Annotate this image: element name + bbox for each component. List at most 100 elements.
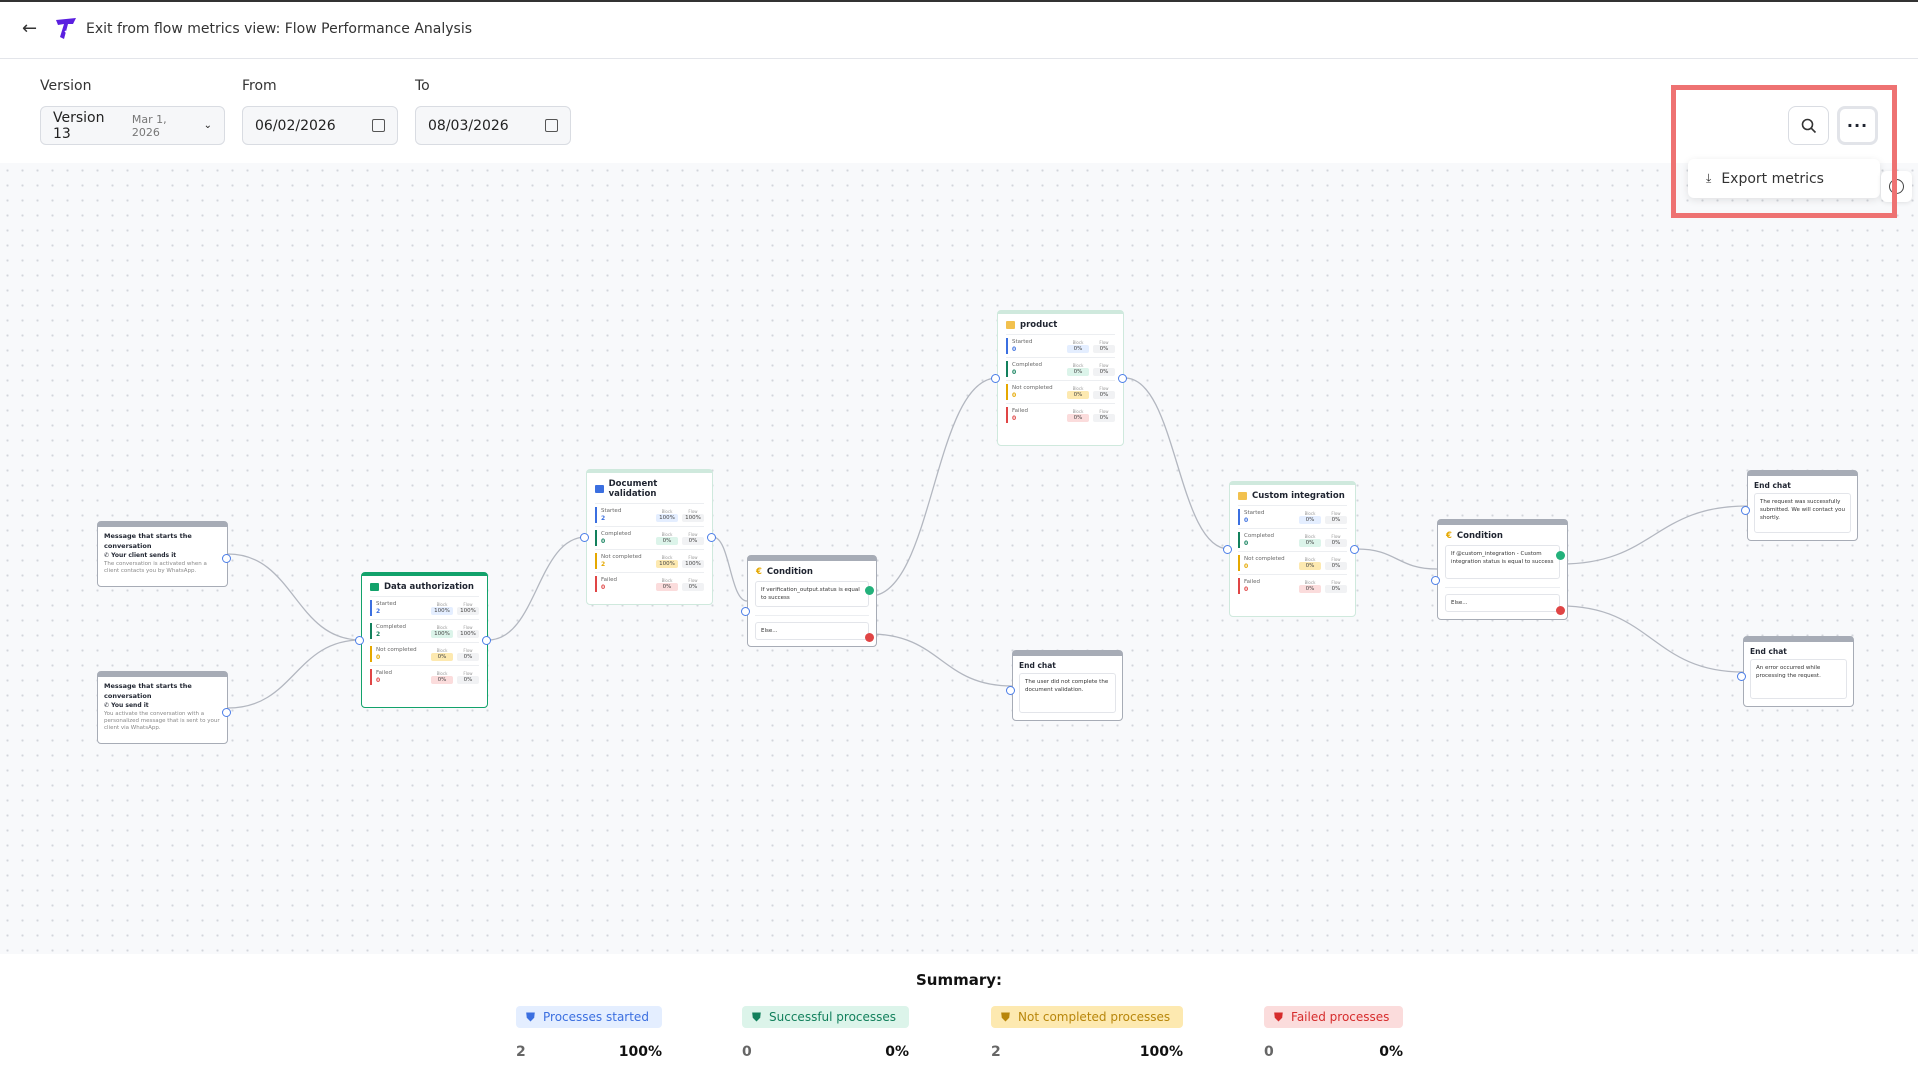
metric-name: Not completed [1012,385,1053,391]
condition-rule[interactable]: If @custom_integration - Custom integrat… [1445,545,1560,579]
node-title-text: product [1020,320,1058,330]
divider [755,615,869,616]
metric-count: 0 [601,584,606,591]
to-date-input[interactable]: 08/03/2026 [415,106,571,145]
status-bar [370,623,372,639]
status-bar [1238,555,1240,571]
metric-count: 2 [376,631,381,638]
else-output-icon[interactable] [865,633,874,642]
connection-handle[interactable] [991,374,1000,383]
doc-val-node[interactable]: Document validation Started 2 Block 100% Flow… [580,469,716,605]
block-percent: 0% [431,652,453,661]
metric-row-not_completed: Not completed 0 Block 0% Flow 0% [1238,551,1347,574]
calendar-icon[interactable] [372,119,385,132]
else-rule[interactable]: Else... [1445,594,1560,612]
end-message: An error occurred while processing the r… [1750,659,1847,699]
metric-row-not_completed: Not completed 2 Block 100% Flow 100% [595,549,704,572]
connection-handle[interactable] [1006,686,1015,695]
connection-handle[interactable] [222,708,231,717]
version-label: Version [40,78,92,94]
metric-count: 0 [376,677,381,684]
from-date-input[interactable]: 06/02/2026 [242,106,398,145]
flow-canvas[interactable] [0,163,1918,954]
node-title: € Condition [1438,525,1567,545]
metric-name: Started [601,508,622,514]
connection-handle[interactable] [1431,575,1440,585]
end-message: The request was successfully submitted. … [1754,493,1851,533]
block-label: Block [661,531,673,537]
status-bar [1238,509,1240,525]
node-title-text: Custom integration [1252,491,1345,501]
arrow-left-icon[interactable]: ← [22,18,38,39]
metric-count: 0 [376,654,381,661]
metric-flow: Flow 0% [1093,409,1115,422]
metric-row-started: Started 0 Block 0% Flow 0% [1238,505,1347,528]
metric-label: Not completed 0 [1244,555,1295,571]
connection-handle[interactable] [482,636,491,645]
connection-handle[interactable] [580,533,589,542]
flow-label: Flow [1331,533,1341,539]
msg2-node[interactable]: Message that starts the conversation ✆ Yo… [97,671,231,744]
summary-badge: ⛊ Successful processes [742,1006,909,1028]
condition-icon: € [756,567,762,577]
node-title: Custom integration [1230,485,1355,505]
node-title: End chat [1754,481,1791,490]
block-percent: 0% [1067,367,1089,376]
metric-name: Not completed [1244,556,1285,562]
connection-handle[interactable] [741,607,750,616]
custom-node[interactable]: Custom integration Started 0 Block 0% Flow 0% C… [1223,481,1359,617]
block-label: Block [1304,533,1316,539]
chevron-down-icon: ⌄ [203,120,212,131]
metric-row-completed: Completed 0 Block 0% Flow 0% [595,526,704,549]
version-select[interactable]: Version 13 Mar 1, 2026 ⌄ [40,106,225,145]
metric-name: Not completed [376,647,417,653]
data-auth-node[interactable]: Data authorization Started 2 Block 100% Flow 1… [355,572,491,708]
summary-percent: 100% [1139,1044,1183,1060]
metric-name: Completed [1012,362,1042,368]
metric-label: Not completed 0 [1012,384,1063,400]
whatsapp-icon: ✆ [104,552,112,559]
metric-flow: Flow 0% [1325,534,1347,547]
badge-label: Not completed processes [1018,1010,1171,1024]
flow-label: Flow [688,554,698,560]
metric-name: Started [1012,339,1033,345]
connection-handle[interactable] [707,533,716,542]
product-node[interactable]: product Started 0 Block 0% Flow 0% Completed 0 Bl… [991,310,1127,446]
connection-handle[interactable] [1350,545,1359,554]
condition-rule[interactable]: If verification_output.status is equal t… [755,581,869,607]
block-label: Block [1072,339,1084,345]
metric-row-started: Started 0 Block 0% Flow 0% [1006,334,1115,357]
metric-label: Started 2 [601,507,652,523]
exit-flow-metrics-link[interactable]: Exit from flow metrics view: Flow Perfor… [86,21,472,37]
end3-node[interactable]: End chat An error occurred while processi… [1737,636,1854,707]
metric-label: Completed 0 [1244,532,1295,548]
else-output-icon[interactable] [1556,606,1565,615]
connection-handle[interactable] [1118,374,1127,383]
connection-handle[interactable] [1737,672,1746,681]
end-message: The user did not complete the document v… [1019,673,1116,713]
search-button[interactable] [1788,106,1829,145]
end1-node[interactable]: End chat The user did not complete the do… [1006,650,1123,721]
msg1-node[interactable]: Message that starts the conversation ✆ Yo… [97,521,231,587]
cond2-node[interactable]: € Condition If @custom_integration - Custo… [1431,519,1568,620]
end2-node[interactable]: End chat The request was successfully sub… [1741,470,1858,541]
block-percent: 0% [1067,344,1089,353]
calendar-icon[interactable] [545,119,558,132]
to-label: To [415,78,430,94]
metric-flow: Flow 0% [682,532,704,545]
connection-handle[interactable] [355,636,364,645]
cond1-node[interactable]: € Condition If verification_output.status … [741,555,877,647]
badge-label: Processes started [543,1010,649,1024]
connection-handle[interactable] [222,554,231,563]
connection-handle[interactable] [1223,545,1232,554]
true-output-icon[interactable] [1556,551,1565,560]
else-rule[interactable]: Else... [755,622,869,640]
connection-handle[interactable] [1741,506,1750,515]
metric-flow: Flow 100% [682,555,704,568]
export-metrics-menu-item[interactable]: ⤓ Export metrics [1688,159,1880,198]
true-output-icon[interactable] [865,586,874,595]
metric-block: Block 0% [1299,534,1321,547]
more-options-button[interactable]: ··· [1837,106,1878,145]
metric-block: Block 0% [431,671,453,684]
metric-label: Completed 0 [601,530,652,546]
